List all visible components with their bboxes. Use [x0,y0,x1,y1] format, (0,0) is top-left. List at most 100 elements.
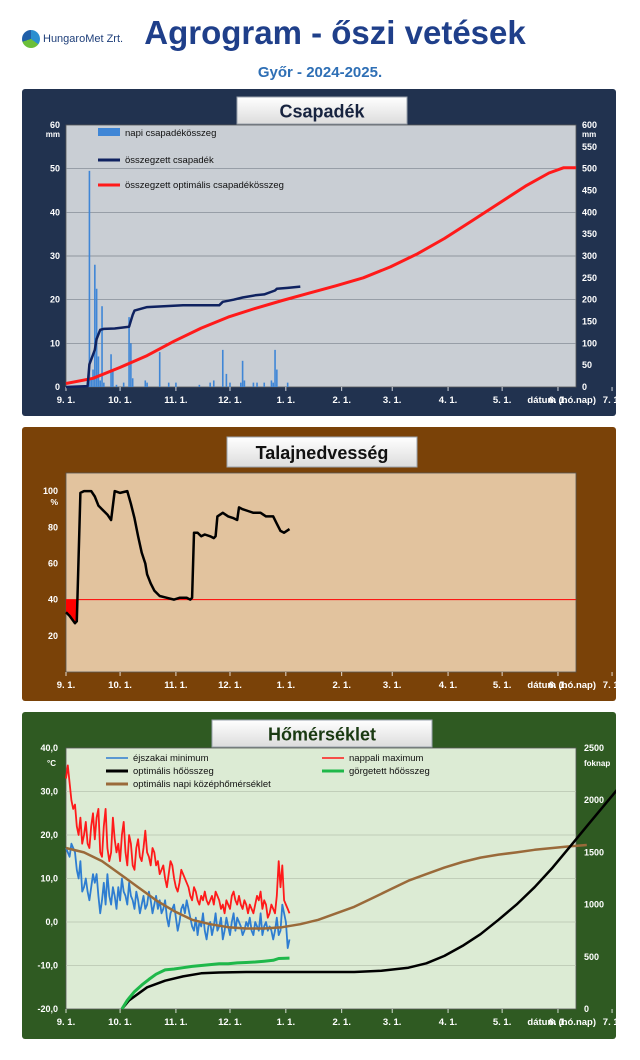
y-tick-label: 40 [50,207,60,217]
x-tick-label: 10. 1. [108,1017,132,1028]
logo-icon [22,30,40,48]
plot-area [65,472,577,673]
cumulative-precip-line [65,285,301,389]
y-tick-label: 10 [50,338,60,348]
x-tick-label: 7. 1. [603,1017,616,1028]
legend-label: összegzett optimális csapadékösszeg [125,180,284,191]
daily-precip-bar [112,369,114,387]
chart-title: Hőmérséklet [268,725,376,745]
x-tick-label: 6. 1. [549,395,568,406]
title-box [236,96,408,125]
y-tick-label: 30 [50,251,60,261]
y2-tick-label: 550 [582,142,597,152]
x-tick-label: 10. 1. [108,395,132,406]
daily-precip-bar [252,382,255,387]
temperature-chart: Hőmérséklet -20,0 -10,0 0,0 10,0 20,0 30,0 40,0… [37,719,628,1028]
x-tick-label: 5. 1. [493,1017,512,1028]
daily-precip-bar [240,382,242,387]
x-tick-label: 2. 1. [332,395,351,406]
daily-precip-bar [243,380,246,387]
y2-tick-label: 0 [584,1004,589,1014]
x-axis-label: dátum (hó.nap) [527,1017,596,1028]
x-tick-label: 2. 1. [332,680,351,691]
soil-moisture-panel: Talajnedvesség 20 40 60 80 100% 9. 1. 10. 1. 11.… [22,427,621,701]
legend-swatch [98,128,120,136]
x-tick-label: 9. 1. [57,680,76,691]
y2-tick-label: 350 [582,229,597,239]
y2-unit: foknap [584,759,610,768]
precipitation-panel: Csapadék 0 10 20 30 40 50 60 0 50 100 150 200 250 300 3… [22,89,621,416]
daily-precip-bar [130,343,132,387]
legend-label: optimális hőösszeg [133,766,214,777]
x-tick-label: 3. 1. [383,680,402,691]
y2-tick-label: 100 [582,338,597,348]
legend-label: nappali maximum [349,753,424,764]
day-max-line [65,764,291,919]
soil-moisture-chart: Talajnedvesség 20 40 60 80 100% 9. 1. 10. 1. 11.… [43,436,621,691]
optimal-heat-sum-line [120,777,628,1010]
y-tick-label: -20,0 [37,1004,58,1014]
x-tick-label: 4. 1. [439,1017,458,1028]
y-tick-label: 0,0 [45,917,58,927]
y2-tick-label: 250 [582,273,597,283]
temperature-panel: Hőmérséklet -20,0 -10,0 0,0 10,0 20,0 30,0 40,0… [22,712,628,1039]
x-tick-label: 9. 1. [57,395,76,406]
daily-precip-bar [101,306,103,387]
y2-tick-label: 500 [582,164,597,174]
y-tick-label: 30,0 [40,787,58,797]
optimal-daily-temp-line [65,843,587,930]
y-tick-label: 40 [48,595,58,605]
y2-tick-label: 50 [582,360,592,370]
x-tick-label: 11. 1. [164,680,187,691]
daily-precip-bar [263,382,266,387]
x-tick-label: 5. 1. [493,680,512,691]
daily-precip-bar [286,382,289,387]
y-tick-label: 60 [50,120,60,130]
daily-precip-bar [103,382,105,387]
x-axis-label: dátum (hó.nap) [527,395,596,406]
y2-tick-label: 1500 [584,847,604,857]
logo-text: HungaroMet Zrt. [43,33,124,45]
x-tick-label: 3. 1. [383,1017,402,1028]
x-tick-label: 6. 1. [549,680,568,691]
daily-precip-bar [276,369,278,387]
y-tick-label: 20 [50,295,60,305]
daily-precip-bar [115,384,118,387]
daily-precip-bar [256,382,258,387]
x-tick-label: 9. 1. [57,1017,76,1028]
x-tick-label: 4. 1. [439,680,458,691]
x-tick-label: 12. 1. [218,680,242,691]
daily-precip-bar [270,380,273,387]
x-tick-label: 1. 1. [277,1017,296,1028]
daily-precip-bar [241,360,244,387]
chart-title: Csapadék [279,102,365,122]
x-tick-label: 11. 1. [164,395,187,406]
daily-precip-bar [209,382,211,387]
x-tick-label: 7. 1. [603,680,616,691]
page-header: HungaroMet Zrt. Agrogram - őszi vetések … [0,0,640,88]
y-tick-label: -10,0 [37,961,58,971]
title-box [211,719,433,748]
x-tick-label: 6. 1. [549,1017,568,1028]
y2-tick-label: 300 [582,251,597,261]
deficit-area [66,599,79,624]
optimal-precip-line [65,166,576,385]
daily-precip-bar [131,378,134,387]
daily-precip-bar [146,382,148,387]
y2-tick-label: 2500 [584,743,604,753]
page-subtitle: Győr - 2024-2025. [257,64,383,81]
x-tick-label: 1. 1. [277,680,296,691]
legend-label: napi csapadékösszeg [125,128,216,139]
daily-precip-bar [97,356,100,387]
x-tick-label: 12. 1. [218,395,242,406]
y2-tick-label: 450 [582,186,597,196]
y2-tick-label: 2000 [584,795,604,805]
daily-precip-bar [274,349,276,387]
soil-moisture-line [65,489,291,625]
y-tick-label: 80 [48,522,58,532]
x-tick-label: 4. 1. [439,395,458,406]
daily-precip-bar [94,264,96,387]
page-title: Agrogram - őszi vetések [144,14,526,51]
legend-label: görgetett hőösszeg [349,766,430,777]
daily-precip-bar [225,373,228,387]
